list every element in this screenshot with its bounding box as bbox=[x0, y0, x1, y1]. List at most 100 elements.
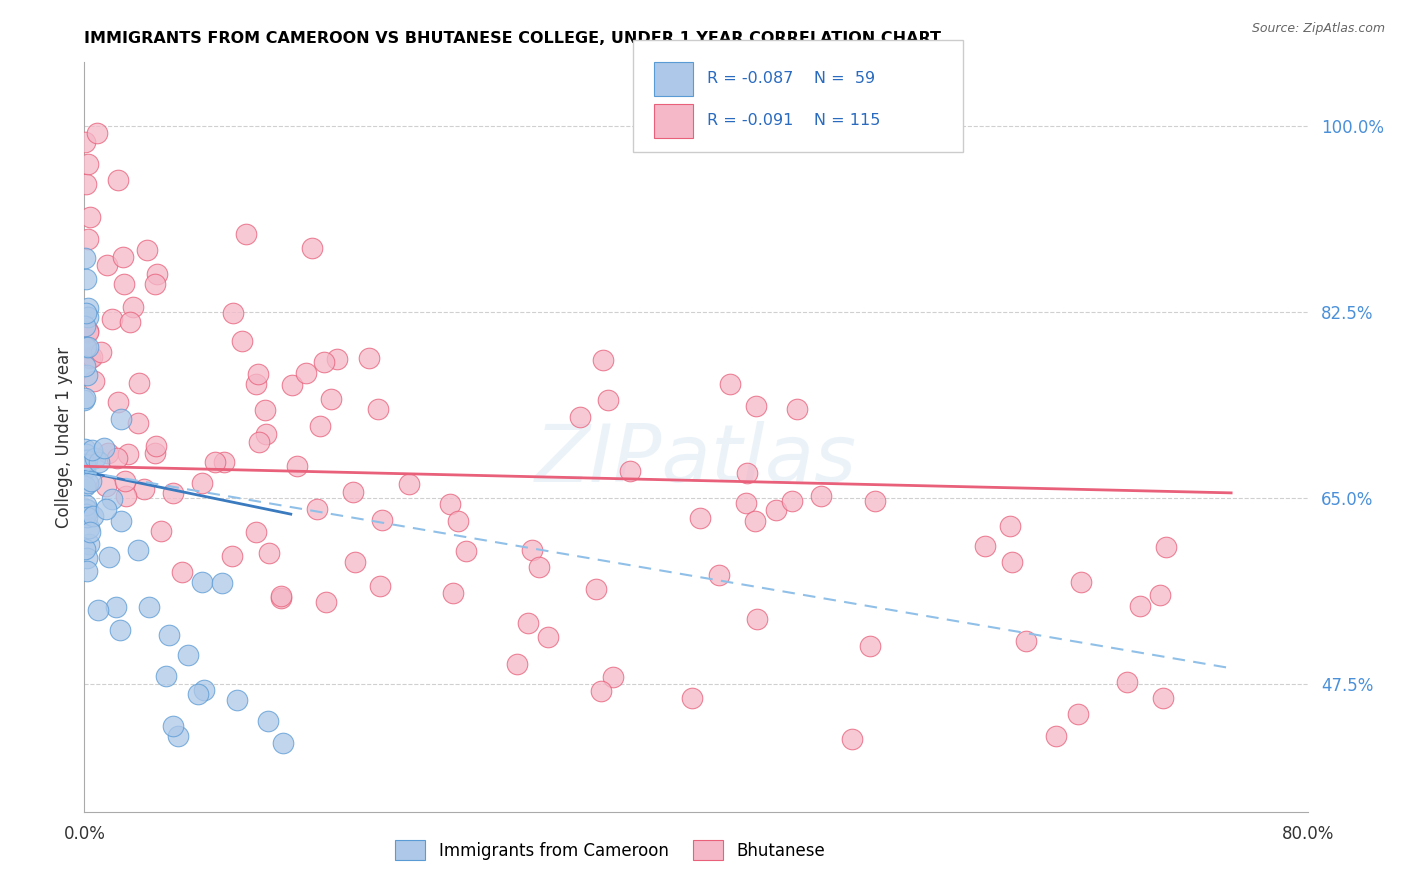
Point bbox=[998, 519, 1021, 533]
Point bbox=[1149, 588, 1171, 602]
Point bbox=[786, 402, 808, 417]
Point bbox=[162, 719, 184, 733]
Point bbox=[301, 241, 323, 255]
Point bbox=[295, 366, 318, 380]
Point bbox=[101, 492, 124, 507]
Point bbox=[77, 301, 100, 316]
Point bbox=[270, 590, 292, 604]
Point bbox=[1154, 540, 1177, 554]
Point bbox=[76, 324, 98, 338]
Point bbox=[367, 401, 389, 416]
Point bbox=[143, 446, 166, 460]
Point bbox=[167, 729, 190, 743]
Point bbox=[735, 467, 758, 481]
Point bbox=[76, 368, 98, 383]
Point bbox=[681, 691, 703, 706]
Point bbox=[101, 312, 124, 326]
Point bbox=[527, 560, 550, 574]
Text: Source: ZipAtlas.com: Source: ZipAtlas.com bbox=[1251, 22, 1385, 36]
Point bbox=[143, 277, 166, 291]
Point bbox=[222, 306, 245, 320]
Point bbox=[128, 376, 150, 390]
Point bbox=[76, 451, 98, 466]
Point bbox=[90, 345, 112, 359]
Point bbox=[155, 669, 177, 683]
Point bbox=[1152, 691, 1174, 706]
Point bbox=[86, 603, 108, 617]
Point bbox=[97, 446, 120, 460]
Point bbox=[79, 210, 101, 224]
Point bbox=[98, 549, 121, 564]
Point bbox=[107, 395, 129, 409]
Point bbox=[77, 537, 100, 551]
Point bbox=[226, 693, 249, 707]
Point bbox=[77, 157, 100, 171]
Point bbox=[77, 310, 100, 324]
Point bbox=[309, 418, 332, 433]
Point bbox=[204, 455, 226, 469]
Point bbox=[75, 319, 97, 334]
Point bbox=[569, 409, 592, 424]
Point bbox=[77, 326, 100, 340]
Point bbox=[344, 555, 367, 569]
Point bbox=[257, 714, 280, 729]
Point bbox=[75, 447, 97, 461]
Point bbox=[591, 684, 613, 698]
Point bbox=[454, 543, 477, 558]
Y-axis label: College, Under 1 year: College, Under 1 year bbox=[55, 346, 73, 528]
Point bbox=[110, 514, 132, 528]
Point bbox=[598, 393, 620, 408]
Point bbox=[447, 515, 470, 529]
Point bbox=[319, 392, 342, 407]
Point bbox=[73, 359, 96, 373]
Point bbox=[720, 377, 742, 392]
Point bbox=[89, 455, 111, 469]
Point bbox=[271, 736, 294, 750]
Point bbox=[211, 576, 233, 591]
Point bbox=[117, 447, 139, 461]
Point bbox=[247, 435, 270, 450]
Point bbox=[107, 173, 129, 187]
Point bbox=[517, 615, 540, 630]
Point bbox=[105, 600, 128, 615]
Point bbox=[75, 340, 97, 354]
Point bbox=[118, 314, 141, 328]
Point bbox=[231, 334, 253, 349]
Point bbox=[212, 455, 235, 469]
Point bbox=[585, 582, 607, 596]
Point bbox=[76, 475, 98, 490]
Point bbox=[94, 479, 117, 493]
Point bbox=[105, 451, 128, 466]
Point bbox=[1116, 675, 1139, 690]
Point bbox=[73, 135, 96, 149]
Point bbox=[1070, 574, 1092, 589]
Point bbox=[285, 458, 308, 473]
Point bbox=[245, 525, 267, 540]
Point bbox=[177, 648, 200, 663]
Point bbox=[75, 462, 97, 476]
Point bbox=[312, 355, 335, 369]
Point bbox=[253, 403, 276, 417]
Point bbox=[75, 177, 97, 191]
Point bbox=[780, 494, 803, 508]
Point bbox=[76, 503, 98, 517]
Point bbox=[439, 497, 461, 511]
Point bbox=[859, 639, 882, 653]
Point bbox=[326, 351, 349, 366]
Point bbox=[112, 250, 135, 264]
Point bbox=[619, 464, 641, 478]
Point bbox=[75, 251, 97, 265]
Point bbox=[77, 521, 100, 535]
Point bbox=[79, 351, 101, 365]
Point bbox=[709, 568, 731, 582]
Point bbox=[76, 564, 98, 578]
Point bbox=[974, 540, 997, 554]
Point bbox=[112, 277, 135, 291]
Point bbox=[75, 391, 97, 405]
Point bbox=[865, 494, 887, 508]
Point bbox=[368, 578, 391, 592]
Point bbox=[162, 486, 184, 500]
Point bbox=[138, 600, 160, 615]
Point bbox=[150, 524, 173, 538]
Point bbox=[371, 513, 394, 527]
